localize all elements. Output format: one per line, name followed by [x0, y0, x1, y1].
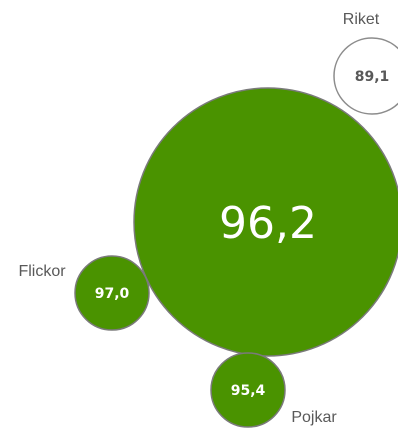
bubble-main: 96,2: [133, 87, 398, 357]
bubble-riket: 89,1 Riket: [333, 11, 398, 115]
bubble-riket-circle: [333, 37, 398, 115]
bubble-flickor-value: 97,0: [95, 286, 130, 302]
bubble-flickor-circle: [74, 255, 150, 331]
bubble-pojkar-circle: [210, 352, 286, 428]
bubble-main-value: 96,2: [219, 198, 317, 249]
bubble-flickor-label: Flickor: [18, 263, 66, 280]
bubble-main-circle: [133, 87, 398, 357]
bubble-riket-label: Riket: [343, 11, 380, 28]
bubble-pojkar-label: Pojkar: [291, 409, 337, 426]
bubble-pojkar: 95,4 Pojkar: [210, 352, 337, 428]
bubble-riket-value: 89,1: [355, 69, 390, 85]
bubble-flickor: 97,0 Flickor: [18, 255, 150, 331]
bubble-pojkar-value: 95,4: [231, 383, 266, 399]
